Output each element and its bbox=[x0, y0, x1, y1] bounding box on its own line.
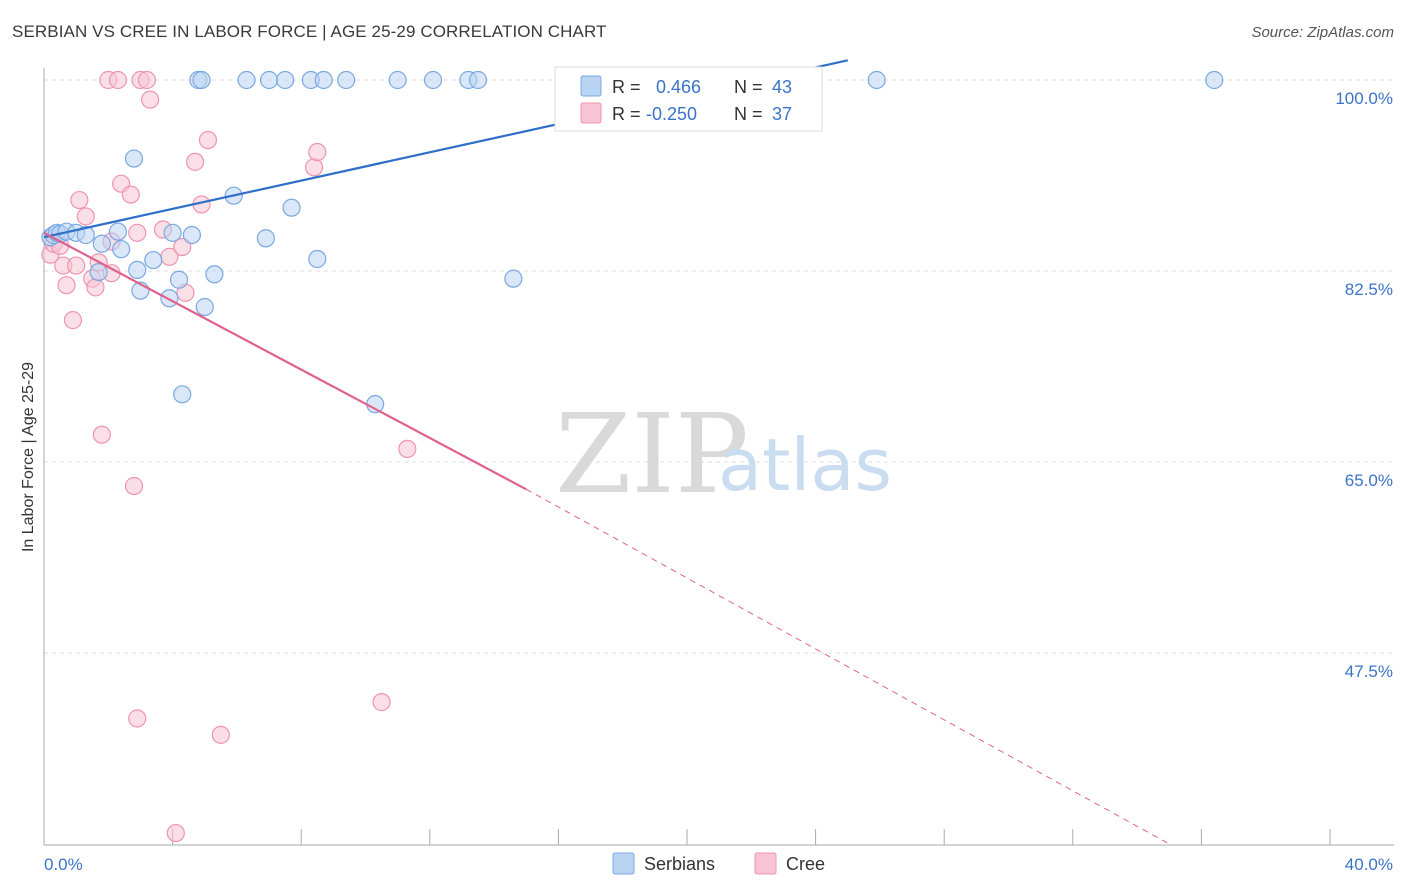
legend-n-label-serbians: N = bbox=[734, 77, 763, 97]
cree-trend-extension bbox=[526, 488, 1170, 845]
serbians-point bbox=[92, 234, 111, 253]
bottom-legend-serbians: Serbians bbox=[644, 854, 715, 874]
serbians-point bbox=[237, 70, 256, 90]
watermark-zip: ZIP bbox=[555, 390, 749, 518]
grid-lines bbox=[44, 79, 1394, 654]
serbians-point bbox=[423, 70, 443, 90]
y-axis-label: In Labor Force | Age 25-29 bbox=[20, 362, 37, 552]
serbians-point bbox=[259, 70, 279, 90]
serbians-point bbox=[192, 70, 211, 90]
y-tick-label: 47.5% bbox=[1345, 662, 1393, 681]
cree-point bbox=[86, 278, 105, 297]
chart-title: SERBIAN VS CREE IN LABOR FORCE | AGE 25-… bbox=[12, 22, 607, 41]
cree-point bbox=[398, 439, 417, 459]
legend-r-label-cree: R = bbox=[612, 104, 641, 124]
serbians-point bbox=[76, 225, 95, 245]
cree-point bbox=[121, 185, 140, 204]
legend-r-value-cree: -0.250 bbox=[646, 104, 697, 124]
legend-swatch-serbians bbox=[580, 75, 602, 97]
x-tick-label: 40.0% bbox=[1345, 855, 1393, 874]
serbians-point bbox=[112, 240, 131, 259]
cree-point bbox=[186, 152, 205, 171]
cree-point bbox=[124, 476, 144, 496]
legend-r-label-serbians: R = bbox=[612, 77, 641, 97]
cree-point bbox=[198, 130, 218, 150]
y-tick-label: 65.0% bbox=[1345, 471, 1393, 490]
cree-point bbox=[128, 709, 147, 728]
y-tick-label: 82.5% bbox=[1345, 280, 1393, 299]
cree-point bbox=[108, 70, 128, 90]
serbians-point bbox=[108, 222, 128, 241]
legend-swatch-cree bbox=[580, 102, 602, 124]
cree-point bbox=[137, 70, 156, 90]
serbians-point bbox=[504, 269, 523, 288]
serbians-point bbox=[308, 249, 327, 269]
cree-point bbox=[166, 823, 185, 843]
serbians-point bbox=[388, 70, 407, 90]
cree-trend-line bbox=[43, 231, 527, 491]
x-tick-label: 0.0% bbox=[44, 855, 83, 874]
cree-points bbox=[41, 70, 417, 843]
serbians-point bbox=[173, 385, 192, 404]
serbians-points bbox=[41, 70, 1224, 414]
cree-point bbox=[70, 190, 89, 210]
legend-r-value-serbians: 0.466 bbox=[656, 77, 701, 97]
serbians-point bbox=[169, 270, 189, 289]
cree-point bbox=[63, 311, 83, 330]
cree-point bbox=[173, 237, 192, 257]
serbians-point bbox=[314, 70, 333, 90]
watermark: ZIP atlas bbox=[555, 390, 892, 518]
cree-point bbox=[140, 90, 160, 109]
serbians-point bbox=[144, 250, 163, 270]
legend-n-value-cree: 37 bbox=[772, 104, 792, 124]
cree-point bbox=[92, 425, 111, 444]
serbians-point bbox=[182, 225, 201, 245]
serbians-point bbox=[89, 262, 108, 282]
serbians-point bbox=[205, 265, 224, 284]
serbians-point bbox=[124, 149, 144, 168]
watermark-atlas: atlas bbox=[718, 423, 892, 507]
serbians-point bbox=[282, 198, 301, 217]
serbians-point bbox=[867, 70, 886, 90]
cree-point bbox=[211, 725, 230, 744]
y-tick-label: 100.0% bbox=[1335, 89, 1393, 108]
cree-point bbox=[372, 693, 391, 712]
serbians-point bbox=[337, 70, 356, 90]
axes bbox=[43, 68, 1394, 846]
cree-point bbox=[57, 276, 76, 295]
serbians-point bbox=[468, 70, 488, 90]
serbians-point bbox=[276, 70, 295, 90]
serbians-point bbox=[1205, 70, 1224, 90]
tick-labels: 100.0% 82.5% 65.0% 47.5% 0.0% 40.0% bbox=[44, 89, 1393, 874]
legend-n-label-cree: N = bbox=[734, 104, 763, 124]
cree-point bbox=[76, 207, 95, 226]
cree-point bbox=[308, 142, 327, 162]
bottom-legend-swatch-cree bbox=[754, 852, 777, 875]
legend-n-value-serbians: 43 bbox=[772, 77, 792, 97]
cree-point bbox=[304, 158, 324, 177]
serbians-point bbox=[163, 223, 182, 242]
serbians-point bbox=[128, 260, 147, 280]
legend: R = 0.466 N = 43 R = -0.250 N = 37 bbox=[554, 66, 823, 132]
cree-point bbox=[67, 256, 86, 275]
chart-source: Source: ZipAtlas.com bbox=[1251, 24, 1394, 41]
cree-point bbox=[128, 223, 147, 242]
serbians-point bbox=[256, 229, 275, 248]
bottom-legend-cree: Cree bbox=[786, 854, 825, 874]
bottom-legend-swatch-serbians bbox=[612, 852, 635, 875]
bottom-legend: Serbians Cree bbox=[612, 852, 825, 875]
serbians-point bbox=[195, 297, 214, 317]
